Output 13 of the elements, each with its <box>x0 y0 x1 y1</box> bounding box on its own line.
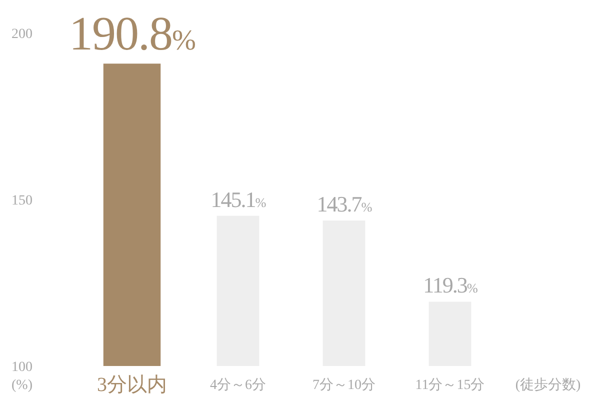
x-tick-label: 11分～15分 <box>415 376 485 393</box>
y-tick-label: 150 <box>12 193 32 208</box>
data-label: 190.8% <box>69 8 195 61</box>
data-label: 119.3% <box>423 272 478 298</box>
x-tick-label: 3分以内 <box>97 374 167 396</box>
x-tick-label: 4分～6分 <box>210 376 266 393</box>
data-label: 143.7% <box>316 191 372 216</box>
y-tick-label: 100 <box>12 360 32 375</box>
data-label: 145.1% <box>210 186 266 212</box>
x-tick-label: 7分～10分 <box>312 376 376 393</box>
y-tick-label: 200 <box>12 26 32 42</box>
y-axis-title: (%) <box>12 378 33 393</box>
x-axis-title: (徒歩分数) <box>515 376 581 393</box>
